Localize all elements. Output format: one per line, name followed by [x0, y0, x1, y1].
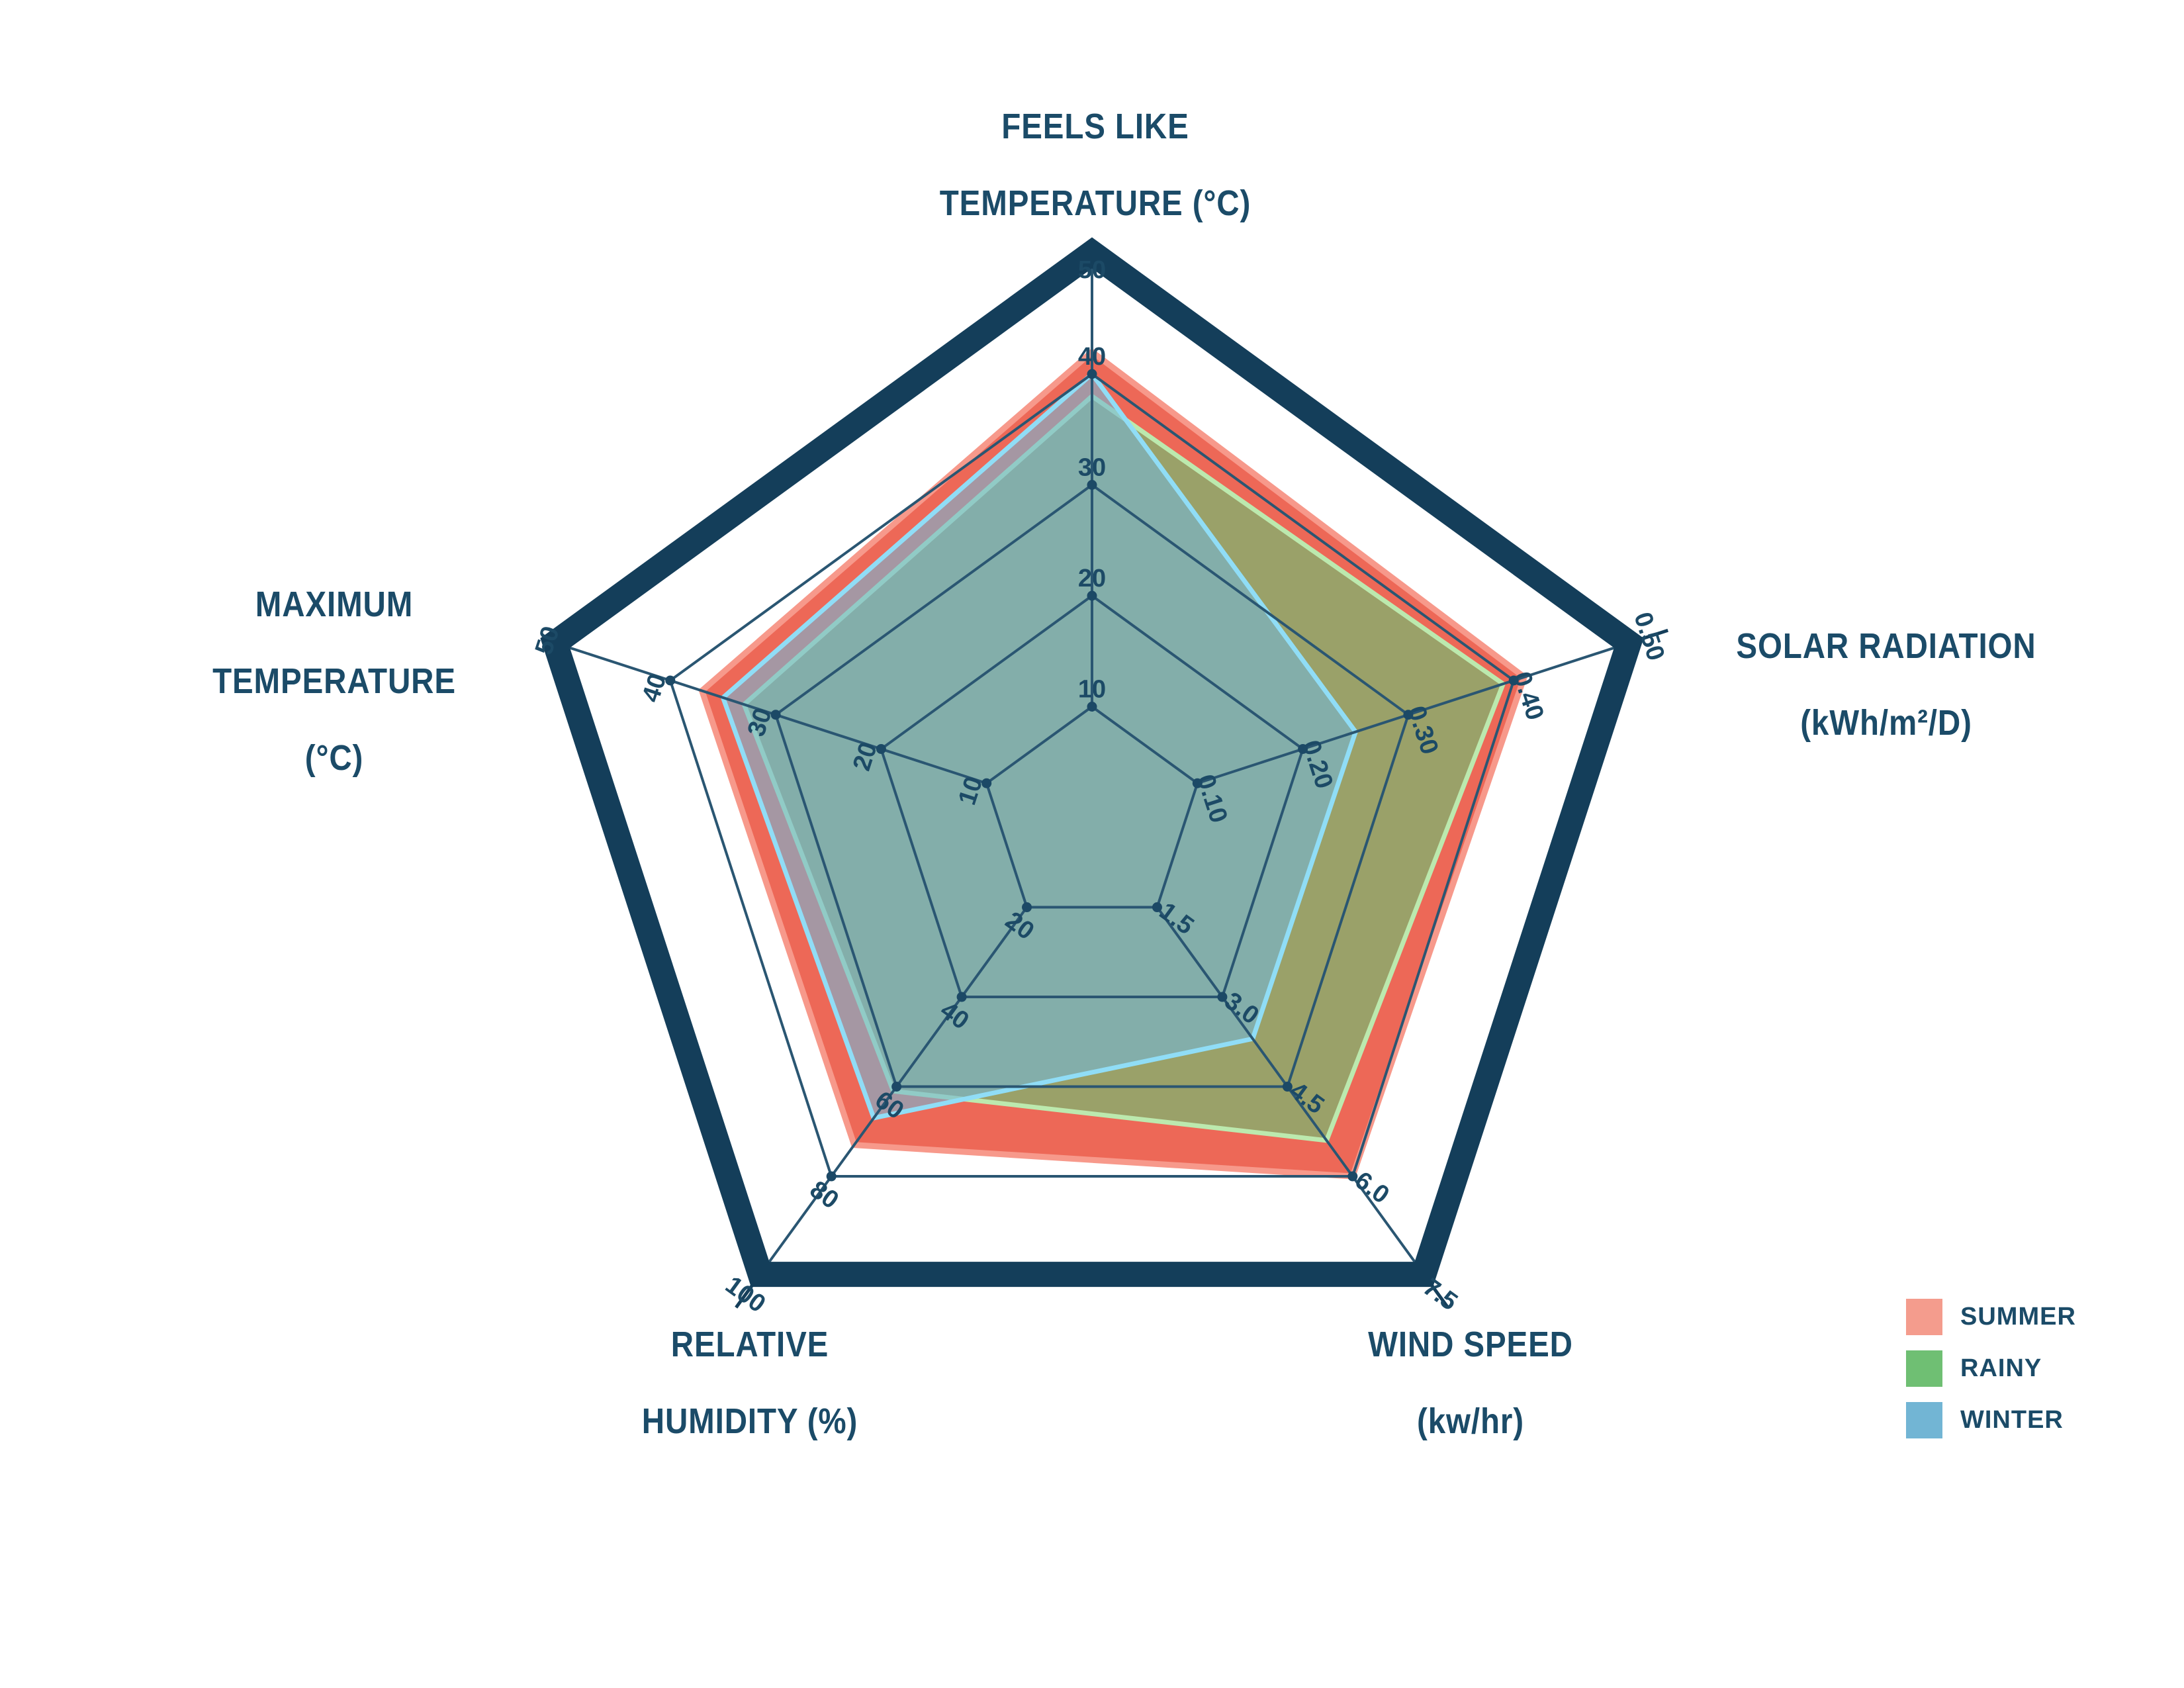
tick-dot-feels_like_temperature-3 [1087, 480, 1097, 490]
axis-title-feels-like-temperature: FEELS LIKE TEMPERATURE (°C) [797, 88, 1393, 242]
tick-dot-maximum_temperature-3 [770, 710, 781, 720]
grid-ring-3 [774, 483, 1410, 1088]
legend-swatch-rainy [1906, 1350, 1942, 1387]
tick-dot-maximum_temperature-2 [876, 743, 886, 754]
legend-label: RAINY [1960, 1354, 2042, 1382]
legend-label: SUMMER [1960, 1303, 2076, 1331]
axis-title-line: HUMIDITY (%) [641, 1401, 858, 1441]
axis-title-line: SOLAR RADIATION [1736, 626, 2036, 666]
tick-label-feels_like_temperature-2: 20 [1078, 565, 1106, 592]
tick-dot-relative_humidity-2 [956, 992, 967, 1002]
tick-dot-wind_speed-4 [1347, 1171, 1358, 1182]
tick-dot-feels_like_temperature-4 [1087, 369, 1097, 379]
grid-ring-4 [668, 372, 1516, 1178]
tick-label-feels_like_temperature-5: 50 [1078, 256, 1106, 284]
tick-dot-relative_humidity-1 [1022, 902, 1032, 913]
tick-label-feels_like_temperature-3: 30 [1078, 454, 1106, 482]
grid-ring-1 [985, 705, 1199, 909]
tick-label-feels_like_temperature-1: 10 [1078, 676, 1106, 704]
axis-title-solar-radiation: SOLAR RADIATION (kWh/m²/D) [1655, 608, 2118, 761]
tick-label-maximum_temperature-4: 40 [637, 671, 672, 706]
tick-dot-wind_speed-3 [1282, 1082, 1293, 1092]
tick-label-relative_humidity-4: 80 [805, 1176, 844, 1215]
tick-dot-solar_radiation-1 [1192, 778, 1203, 788]
legend-item-summer: SUMMER [1906, 1299, 2076, 1335]
axis-title-line: FEELS LIKE [1001, 107, 1189, 146]
axis-title-line: RELATIVE [670, 1325, 829, 1364]
tick-dot-feels_like_temperature-1 [1087, 702, 1097, 712]
axis-title-line: (kWh/m²/D) [1800, 703, 1972, 743]
legend-swatch-summer [1906, 1299, 1942, 1335]
tick-dot-relative_humidity-3 [891, 1082, 902, 1092]
axis-title-line: TEMPERATURE (°C) [939, 183, 1251, 223]
tick-dot-solar_radiation-3 [1403, 710, 1414, 720]
axis-title-maximum-temperature: MAXIMUM TEMPERATURE (°C) [136, 566, 533, 796]
axis-title-line: WIND SPEED [1368, 1325, 1573, 1364]
axis-title-wind-speed: WIND SPEED (kw/hr) [1239, 1306, 1702, 1460]
tick-dot-wind_speed-2 [1217, 992, 1228, 1002]
axis-title-relative-humidity: RELATIVE HUMIDITY (%) [518, 1306, 981, 1460]
tick-dot-relative_humidity-4 [826, 1171, 837, 1182]
axis-title-line: TEMPERATURE [212, 661, 456, 701]
axis-title-line: MAXIMUM [255, 585, 414, 624]
legend-item-winter: WINTER [1906, 1402, 2076, 1438]
grid-ring-2 [880, 594, 1304, 999]
legend-label: WINTER [1960, 1406, 2064, 1434]
tick-label-feels_like_temperature-4: 40 [1078, 343, 1106, 371]
legend-item-rainy: RAINY [1906, 1350, 2076, 1387]
axis-title-line: (kw/hr) [1417, 1401, 1524, 1441]
pentagon-border [540, 237, 1644, 1288]
legend-swatch-winter [1906, 1402, 1942, 1438]
tick-dot-maximum_temperature-4 [665, 675, 676, 686]
axis-title-line: (°C) [304, 738, 364, 778]
tick-dot-maximum_temperature-1 [981, 778, 992, 788]
tick-dot-feels_like_temperature-2 [1087, 590, 1097, 601]
legend: SUMMER RAINY WINTER [1906, 1299, 2076, 1454]
tick-dot-solar_radiation-2 [1298, 743, 1308, 754]
tick-dot-wind_speed-1 [1152, 902, 1162, 913]
tick-dot-solar_radiation-4 [1508, 675, 1519, 686]
